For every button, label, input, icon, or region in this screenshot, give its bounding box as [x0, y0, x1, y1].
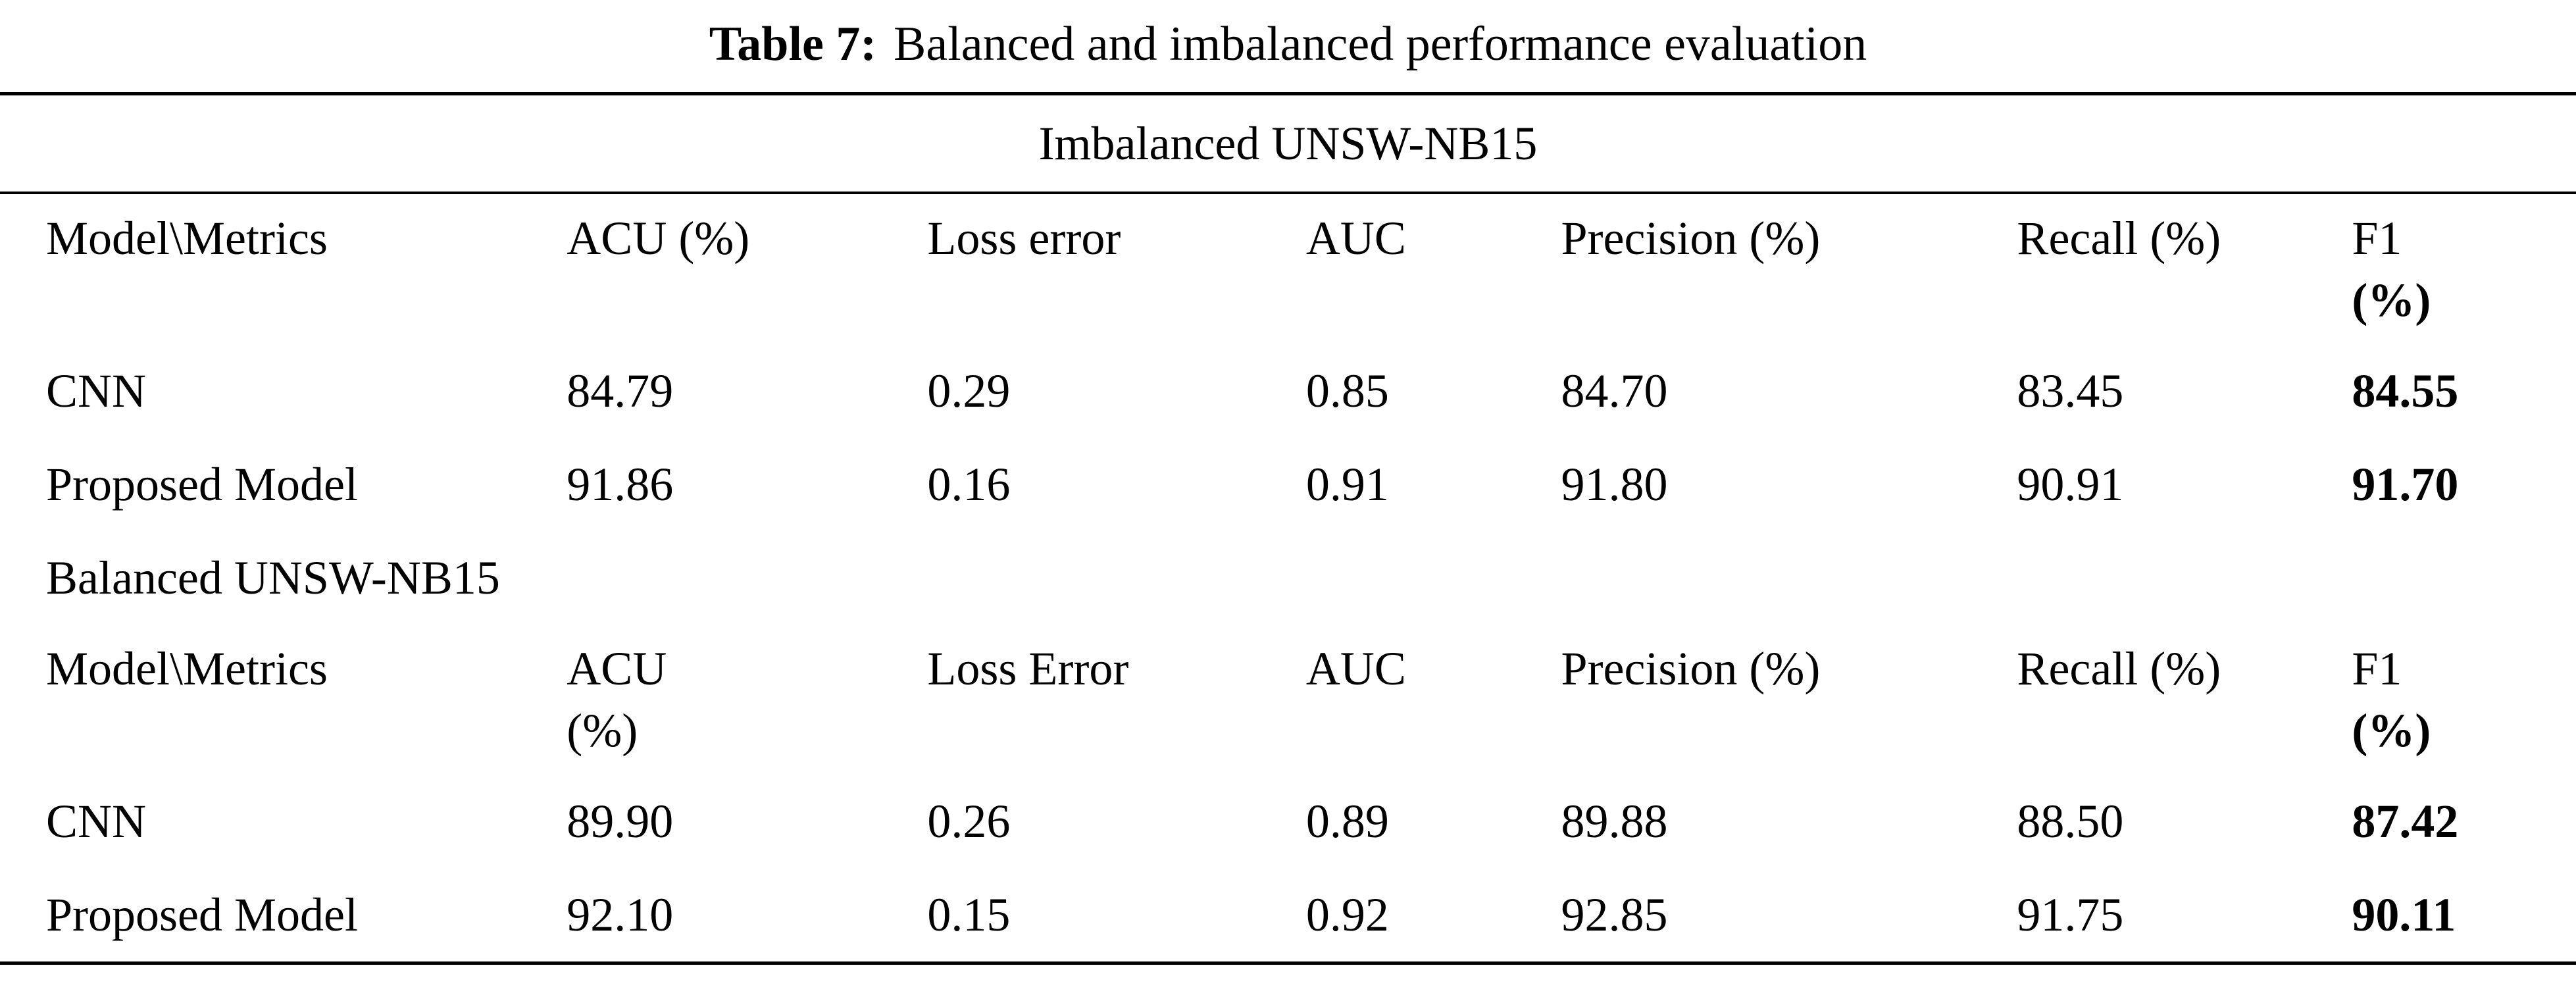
section-row-balanced: Balanced UNSW-NB15 [0, 531, 2576, 625]
cell-recall: 83.45 [2017, 365, 2124, 417]
header-text: ACU [567, 642, 667, 695]
table-row-balanced-cnn: CNN 89.90 0.26 0.89 89.88 88.50 87.42 [0, 775, 2576, 868]
column-header-auc: AUC [1306, 193, 1561, 344]
section-row-imbalanced: Imbalanced UNSW-NB15 [0, 93, 2576, 194]
header-row-balanced: Model\Metrics ACU (%) Loss Error AUC Pre… [0, 625, 2576, 775]
column-header-f1: F1 (%) [2352, 193, 2576, 344]
table-row-balanced-proposed: Proposed Model 92.10 0.15 0.92 92.85 91.… [0, 868, 2576, 963]
cell-model: CNN [46, 795, 147, 848]
column-header-precision: Precision (%) [1561, 625, 2017, 775]
cell-precision: 91.80 [1561, 458, 1668, 511]
table-row-imbalanced-proposed: Proposed Model 91.86 0.16 0.91 91.80 90.… [0, 438, 2576, 531]
cell-recall: 91.75 [2017, 888, 2124, 941]
header-text-line2: (%) [567, 704, 638, 757]
header-text: Model\Metrics [46, 212, 328, 265]
header-text-line2: (%) [2352, 274, 2431, 326]
header-text: Precision (%) [1561, 212, 1821, 265]
cell-loss: 0.26 [927, 795, 1011, 848]
cell-auc: 0.85 [1305, 365, 1389, 417]
header-row-imbalanced: Model\Metrics ACU (%) Loss error AUC Pre… [0, 193, 2576, 344]
cell-f1: 87.42 [2352, 795, 2459, 848]
header-text: Recall (%) [2017, 642, 2221, 695]
table-caption-text: Balanced and imbalanced performance eval… [894, 17, 1867, 71]
cell-acu: 84.79 [567, 365, 674, 417]
cell-model: Proposed Model [46, 888, 358, 941]
column-header-acu: ACU (%) [567, 625, 927, 775]
column-header-acu: ACU (%) [567, 193, 927, 344]
column-header-recall: Recall (%) [2017, 193, 2352, 344]
header-text: Recall (%) [2017, 212, 2221, 265]
header-text: AUC [1305, 642, 1406, 695]
header-text: ACU (%) [567, 212, 750, 265]
header-text: F1 [2352, 212, 2402, 265]
column-header-model: Model\Metrics [0, 625, 567, 775]
table-caption-label: Table 7: [709, 17, 876, 71]
cell-acu: 89.90 [567, 795, 674, 848]
cell-model: CNN [46, 365, 147, 417]
cell-recall: 90.91 [2017, 458, 2124, 511]
column-header-model: Model\Metrics [0, 193, 567, 344]
cell-f1: 90.11 [2352, 888, 2456, 941]
column-header-loss: Loss Error [927, 625, 1306, 775]
section-title-imbalanced: Imbalanced UNSW-NB15 [0, 93, 2576, 194]
header-text-line2: (%) [2352, 704, 2431, 757]
cell-precision: 89.88 [1561, 795, 1668, 848]
header-text: F1 [2352, 642, 2402, 695]
cell-f1: 84.55 [2352, 365, 2459, 417]
paper-page: Table 7: Balanced and imbalanced performa… [0, 13, 2576, 999]
column-header-loss: Loss error [927, 193, 1306, 344]
cell-loss: 0.16 [927, 458, 1011, 511]
cell-recall: 88.50 [2017, 795, 2124, 848]
header-text: Loss Error [927, 642, 1129, 695]
cell-auc: 0.91 [1305, 458, 1389, 511]
cell-f1: 91.70 [2352, 458, 2459, 511]
column-header-precision: Precision (%) [1561, 193, 2017, 344]
header-text: Model\Metrics [46, 642, 328, 695]
cell-model: Proposed Model [46, 458, 358, 511]
table-caption: Table 7: Balanced and imbalanced performa… [0, 13, 2576, 92]
cell-precision: 84.70 [1561, 365, 1668, 417]
performance-table: Imbalanced UNSW-NB15 Model\Metrics ACU (… [0, 92, 2576, 965]
column-header-f1: F1 (%) [2352, 625, 2576, 775]
cell-loss: 0.15 [927, 888, 1011, 941]
cell-acu: 92.10 [567, 888, 674, 941]
column-header-recall: Recall (%) [2017, 625, 2352, 775]
cell-loss: 0.29 [927, 365, 1011, 417]
cell-auc: 0.92 [1305, 888, 1389, 941]
table-row-imbalanced-cnn: CNN 84.79 0.29 0.85 84.70 83.45 84.55 [0, 344, 2576, 438]
header-text: AUC [1305, 212, 1406, 265]
cell-acu: 91.86 [567, 458, 674, 511]
section-title-balanced: Balanced UNSW-NB15 [46, 551, 500, 604]
header-text: Precision (%) [1561, 642, 1821, 695]
cell-precision: 92.85 [1561, 888, 1668, 941]
column-header-auc: AUC [1306, 625, 1561, 775]
cell-auc: 0.89 [1305, 795, 1389, 848]
header-text: Loss error [927, 212, 1121, 265]
